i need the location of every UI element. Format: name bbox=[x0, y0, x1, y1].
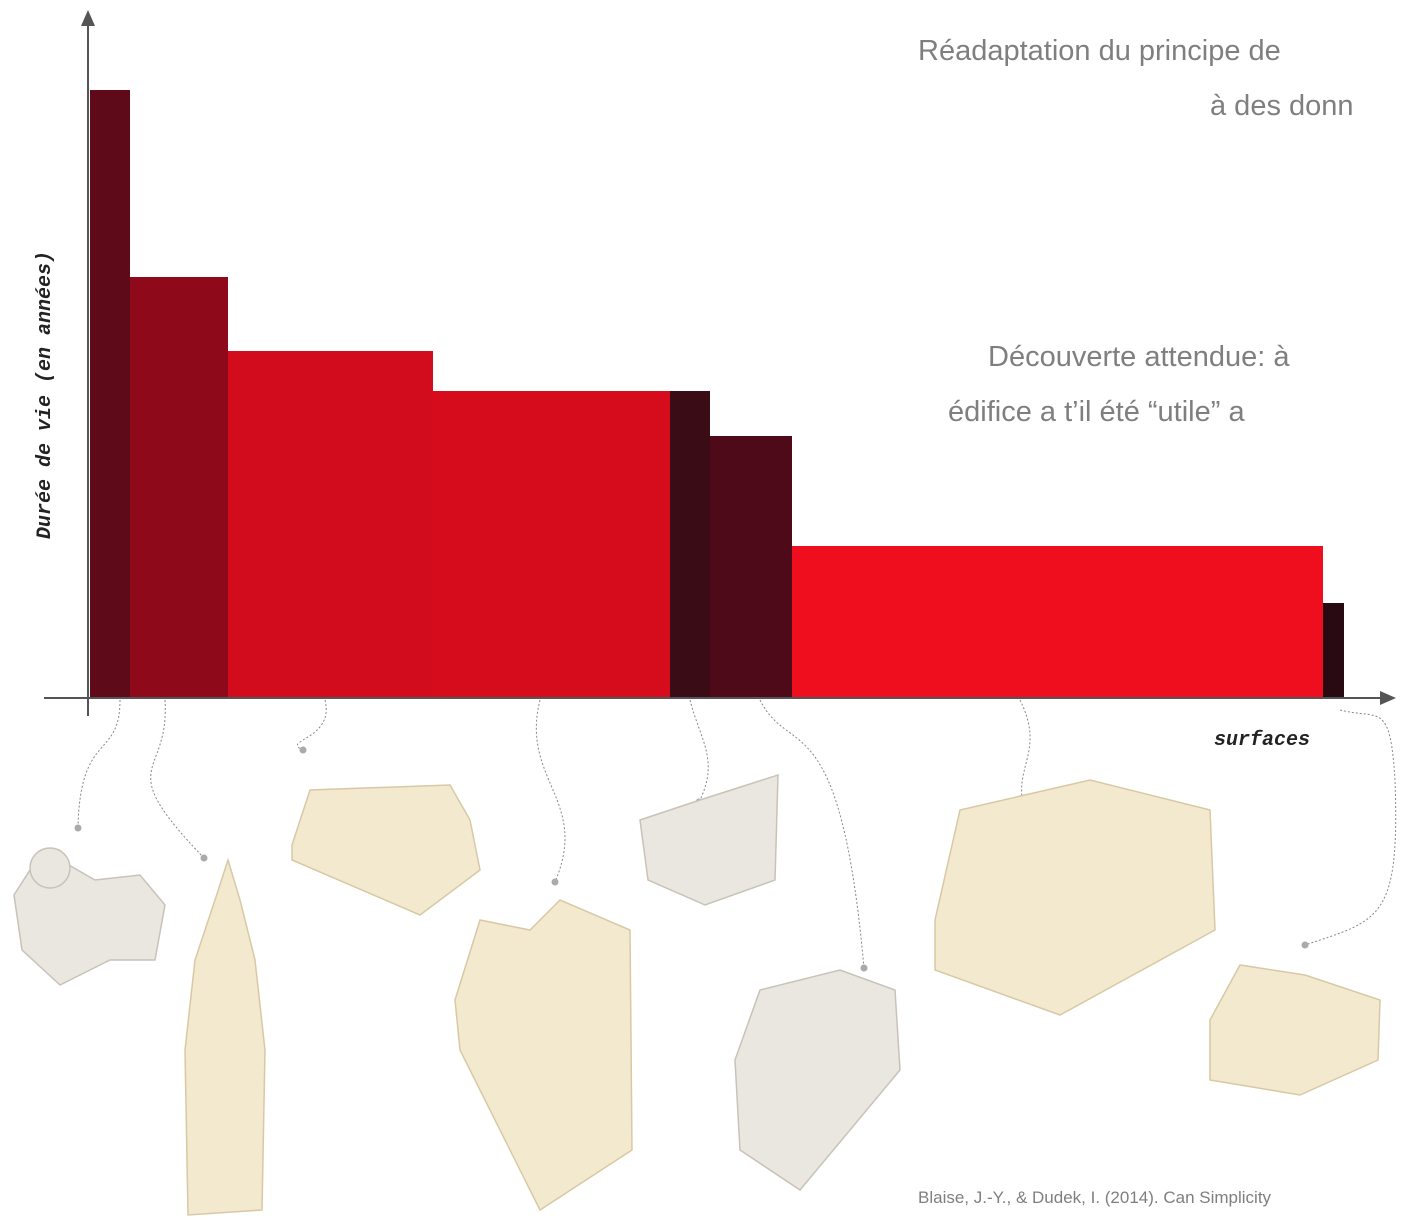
x-arrow bbox=[1380, 691, 1396, 705]
bars bbox=[90, 90, 1344, 698]
title-line: à des donn bbox=[1210, 90, 1354, 122]
question-line: Découverte attendue: à bbox=[988, 341, 1290, 373]
title-line: Réadaptation du principe de bbox=[918, 35, 1281, 67]
building-models bbox=[13, 773, 1381, 1216]
bar bbox=[710, 436, 792, 698]
bar bbox=[433, 391, 670, 698]
citation: Blaise, J.-Y., & Dudek, I. (2014). Can S… bbox=[918, 1188, 1272, 1207]
y-arrow bbox=[81, 10, 95, 26]
bar bbox=[670, 391, 710, 698]
bar bbox=[1323, 603, 1344, 698]
bar bbox=[228, 351, 433, 698]
bar bbox=[792, 546, 1323, 698]
y-axis-label: Durée de vie (en années) bbox=[34, 251, 57, 539]
question-line: édifice a t’il été “utile” a bbox=[948, 396, 1245, 428]
bar bbox=[130, 277, 228, 698]
bar bbox=[90, 90, 130, 698]
x-axis-label: surfaces bbox=[1214, 729, 1310, 752]
